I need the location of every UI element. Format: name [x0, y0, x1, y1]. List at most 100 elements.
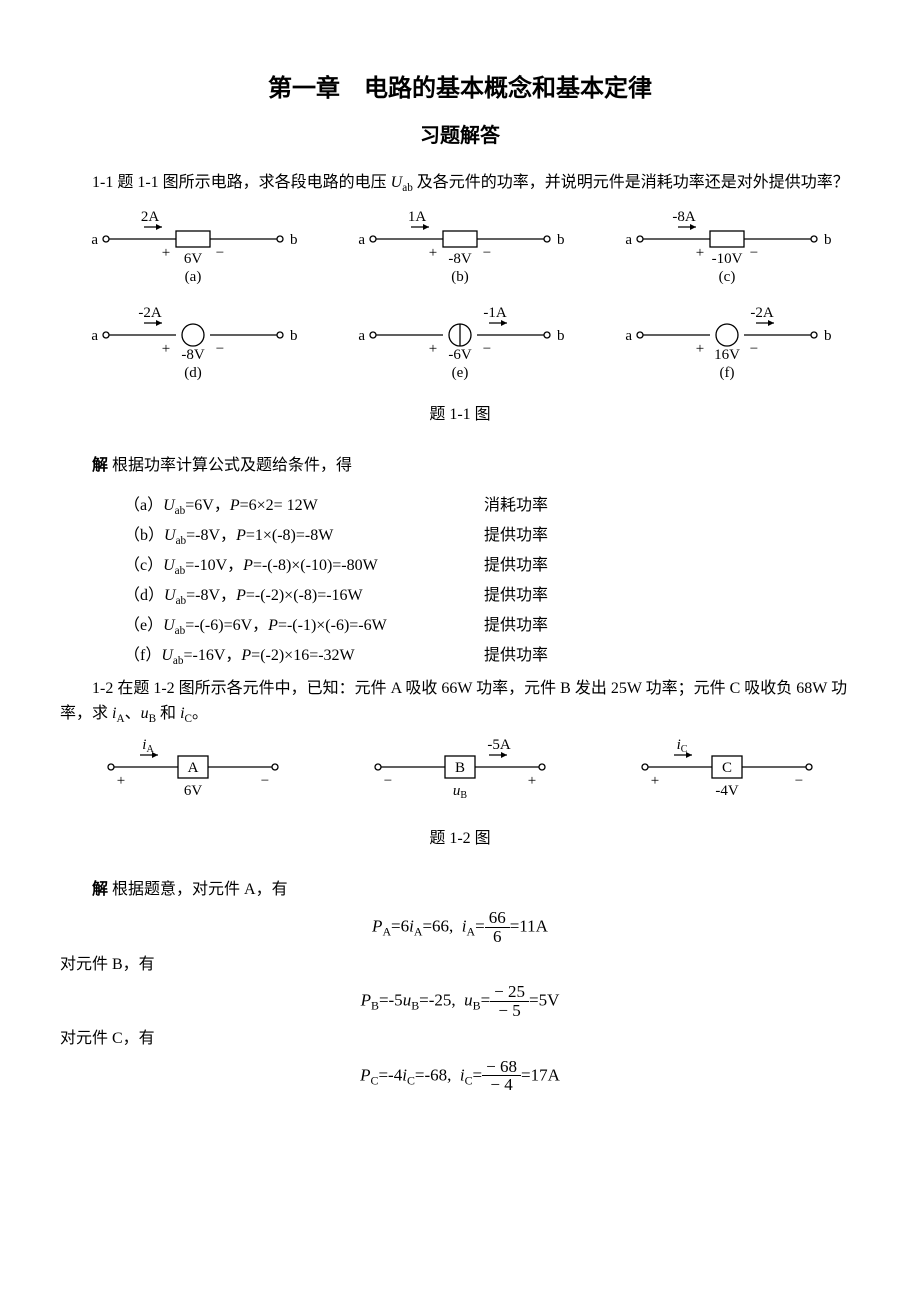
element-A: A + − 6V iA: [93, 739, 293, 809]
chapter-title: 第一章 电路的基本概念和基本定律: [60, 70, 860, 108]
p11-b: 及各元件的功率，并说明元件是消耗功率还是对外提供功率？: [413, 174, 849, 191]
eqB-num: − 25: [490, 983, 529, 1002]
solution-d: （d）Uab=-8V，P=-(-2)×(-8)=-16W提供功率: [124, 583, 860, 611]
svg-text:iC: iC: [676, 739, 687, 755]
svg-text:a: a: [92, 232, 99, 248]
svg-text:−: −: [483, 341, 491, 357]
circuit-e: -1A a b + −-6V (e): [355, 305, 565, 385]
circuit-d: -2Aab+−-8V(d): [88, 305, 298, 385]
p12-c: 和: [156, 705, 180, 722]
solve-intro2: 根据题意，对元件 A，有: [108, 881, 288, 898]
svg-text:+: +: [162, 245, 170, 261]
solve-label-2: 解: [92, 881, 108, 898]
eq-C: PC=-4iC=-68, iC=− 68− 4=17A: [60, 1058, 860, 1095]
svg-text:-6V: -6V: [448, 347, 471, 363]
solve-1-2-intro: 解 根据题意，对元件 A，有: [60, 877, 860, 903]
svg-text:+: +: [650, 773, 658, 789]
svg-text:a: a: [625, 328, 632, 344]
solve-label: 解: [92, 457, 108, 474]
svg-text:−: −: [483, 245, 491, 261]
svg-text:6V: 6V: [184, 251, 203, 267]
line-elem-B: 对元件 B，有: [60, 952, 860, 978]
eqA-rhs: =11A: [510, 916, 548, 935]
svg-text:(d): (d): [185, 365, 203, 381]
svg-text:2A: 2A: [141, 209, 160, 225]
element-B: B − + uB -5A: [360, 739, 560, 809]
eqC-num: − 68: [482, 1058, 521, 1077]
problem-1-2: 1-2 在题 1-2 图所示各元件中，已知：元件 A 吸收 66W 功率，元件 …: [60, 676, 860, 730]
svg-text:a: a: [358, 232, 365, 248]
svg-text:-5A: -5A: [487, 739, 510, 753]
subtitle: 习题解答: [60, 120, 860, 152]
svg-text:B: B: [455, 760, 465, 776]
eqB-den: − 5: [490, 1002, 529, 1020]
svg-text:+: +: [695, 341, 703, 357]
svg-text:a: a: [625, 232, 632, 248]
solution-b: （b）Uab=-8V，P=1×(-8)=-8W提供功率: [124, 523, 860, 551]
circuit-a: 2Aab+−6V(a): [88, 209, 298, 289]
svg-text:-1A: -1A: [483, 305, 506, 321]
svg-text:b: b: [557, 328, 565, 344]
svg-text:A: A: [188, 760, 199, 776]
svg-text:(f): (f): [719, 365, 734, 381]
line-elem-C: 对元件 C，有: [60, 1026, 860, 1052]
solution-c: （c）Uab=-10V，P=-(-8)×(-10)=-80W提供功率: [124, 553, 860, 581]
fig2-caption: 题 1-2 图: [60, 826, 860, 852]
solution-f: （f）Uab=-16V，P=(-2)×16=-32W提供功率: [124, 643, 860, 671]
svg-text:(a): (a): [185, 269, 202, 285]
solution-a: （a）Uab=6V，P=6×2= 12W消耗功率: [124, 493, 860, 521]
solve-1-1-intro: 解 根据功率计算公式及题给条件，得: [60, 453, 860, 479]
p12-d: 。: [192, 705, 208, 722]
svg-text:+: +: [162, 341, 170, 357]
fig1-caption: 题 1-1 图: [60, 402, 860, 428]
p12-b: 、: [125, 705, 141, 722]
svg-text:(b): (b): [451, 269, 469, 285]
p11-a: 1-1 题 1-1 图所示电路，求各段电路的电压: [92, 174, 391, 191]
eqA-den: 6: [485, 928, 510, 946]
svg-text:(e): (e): [452, 365, 469, 381]
svg-text:-8V: -8V: [448, 251, 471, 267]
eqC-den: − 4: [482, 1076, 521, 1094]
svg-text:−: −: [749, 341, 757, 357]
eq-A: PA=6iA=66, iA=666=11A: [60, 909, 860, 946]
svg-text:b: b: [824, 232, 832, 248]
svg-text:-2A: -2A: [139, 305, 162, 321]
svg-text:b: b: [824, 328, 832, 344]
svg-text:uB: uB: [453, 783, 468, 801]
solution-list-1: （a）Uab=6V，P=6×2= 12W消耗功率（b）Uab=-8V，P=1×(…: [124, 493, 860, 672]
element-C: C + − -4V iC: [627, 739, 827, 809]
circuit-c: -8A a b + −-10V (c): [622, 209, 832, 289]
svg-text:b: b: [290, 328, 298, 344]
eq-B: PB=-5uB=-25, uB=− 25− 5=5V: [60, 983, 860, 1020]
svg-text:-10V: -10V: [711, 251, 742, 267]
eqA-num: 66: [485, 909, 510, 928]
svg-text:1A: 1A: [408, 209, 427, 225]
figure-1-1: 2Aab+−6V(a)1Aab+−-8V(b)-8Aab+−-10V(c) -2…: [60, 209, 860, 428]
svg-text:+: +: [695, 245, 703, 261]
svg-text:a: a: [358, 328, 365, 344]
svg-text:C: C: [722, 760, 732, 776]
svg-text:+: +: [429, 245, 437, 261]
svg-text:−: −: [794, 773, 802, 789]
svg-text:(c): (c): [718, 269, 735, 285]
svg-text:a: a: [92, 328, 99, 344]
figure-1-2: A + − 6V iA B − + uB -5A C + − -4V iC 题 …: [60, 739, 860, 851]
solve-intro1: 根据功率计算公式及题给条件，得: [108, 457, 352, 474]
svg-text:-8A: -8A: [672, 209, 695, 225]
svg-text:+: +: [528, 773, 536, 789]
svg-text:−: −: [749, 245, 757, 261]
svg-text:iA: iA: [143, 739, 155, 755]
problem-1-1: 1-1 题 1-1 图所示电路，求各段电路的电压 Uab 及各元件的功率，并说明…: [60, 170, 860, 198]
svg-text:+: +: [429, 341, 437, 357]
svg-text:-2A: -2A: [750, 305, 773, 321]
svg-text:−: −: [261, 773, 269, 789]
svg-text:−: −: [384, 773, 392, 789]
svg-text:-4V: -4V: [715, 783, 738, 799]
eqB-rhs: =5V: [529, 991, 559, 1010]
svg-text:+: +: [117, 773, 125, 789]
circuit-f: -2A a b + −16V (f): [622, 305, 832, 385]
svg-text:−: −: [216, 245, 224, 261]
solution-e: （e）Uab=-(-6)=6V，P=-(-1)×(-6)=-6W提供功率: [124, 613, 860, 641]
svg-text:16V: 16V: [714, 347, 740, 363]
svg-text:6V: 6V: [184, 783, 203, 799]
